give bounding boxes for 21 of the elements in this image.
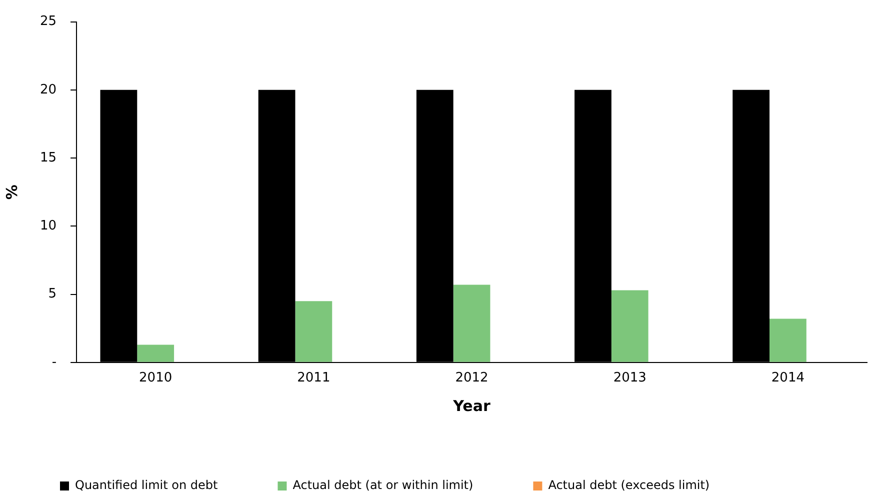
bar [453, 284, 490, 362]
bar [137, 344, 174, 362]
x-tick-label: 2013 [613, 370, 646, 386]
x-axis-title: Year [452, 396, 491, 415]
y-tick-label: - [52, 354, 57, 370]
y-tick-label: 15 [40, 150, 57, 166]
x-tick-label: 2012 [455, 370, 488, 386]
y-tick-label: 20 [40, 82, 57, 98]
bar [770, 318, 806, 362]
x-tick-label: 2011 [297, 370, 330, 386]
y-tick-label: 5 [48, 286, 57, 302]
legend-label: Actual debt (at or within limit) [292, 478, 474, 492]
y-tick-label: 25 [40, 14, 57, 30]
y-axis-title: % [2, 184, 21, 200]
x-tick-label: 2014 [771, 370, 804, 386]
legend-label: Quantified limit on debt [75, 478, 218, 492]
x-tick-label: 2010 [139, 370, 172, 386]
legend-label: Actual debt (exceeds limit) [548, 478, 710, 492]
bar [611, 290, 648, 362]
y-tick-label: 10 [40, 218, 57, 234]
bar [295, 301, 332, 362]
